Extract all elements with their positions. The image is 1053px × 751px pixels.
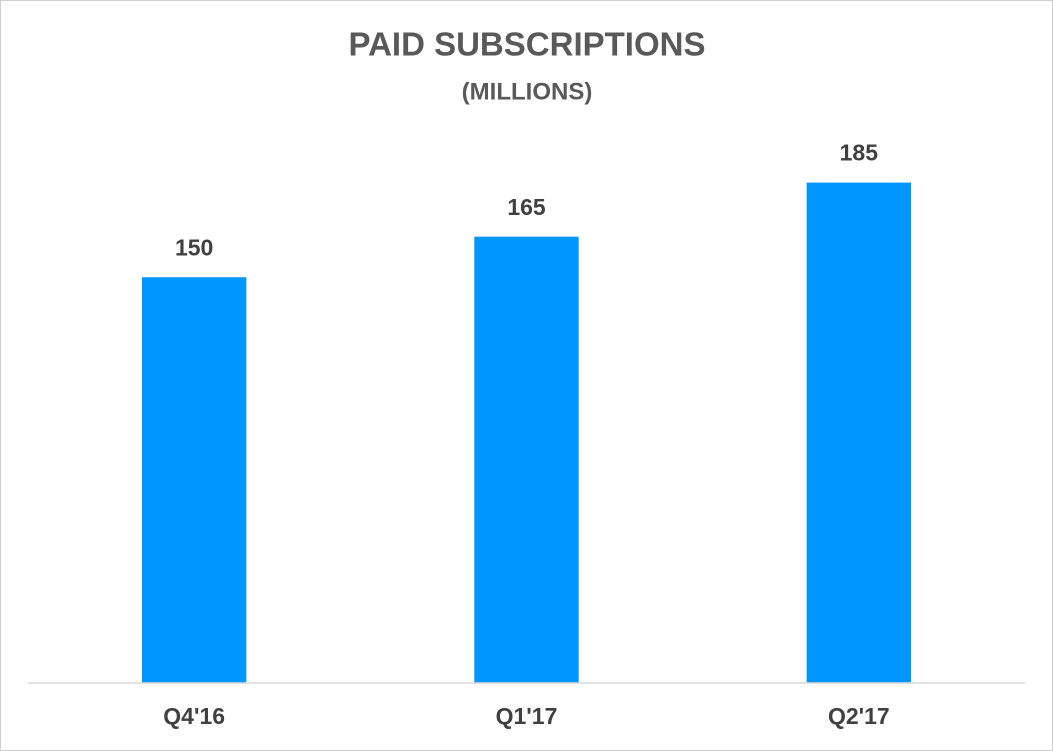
x-tick-label: Q1'17 <box>496 703 558 729</box>
x-tick-label: Q2'17 <box>828 703 890 729</box>
value-label: 185 <box>840 140 879 166</box>
chart-title: PAID SUBSCRIPTIONS <box>349 26 706 63</box>
bar <box>806 182 912 683</box>
bar <box>474 236 579 684</box>
value-label: 150 <box>175 234 213 260</box>
chart-subtitle: (MILLIONS) <box>462 78 593 105</box>
x-tick-label: Q4'16 <box>163 703 225 729</box>
value-label: 165 <box>507 194 546 220</box>
bar <box>141 277 247 683</box>
